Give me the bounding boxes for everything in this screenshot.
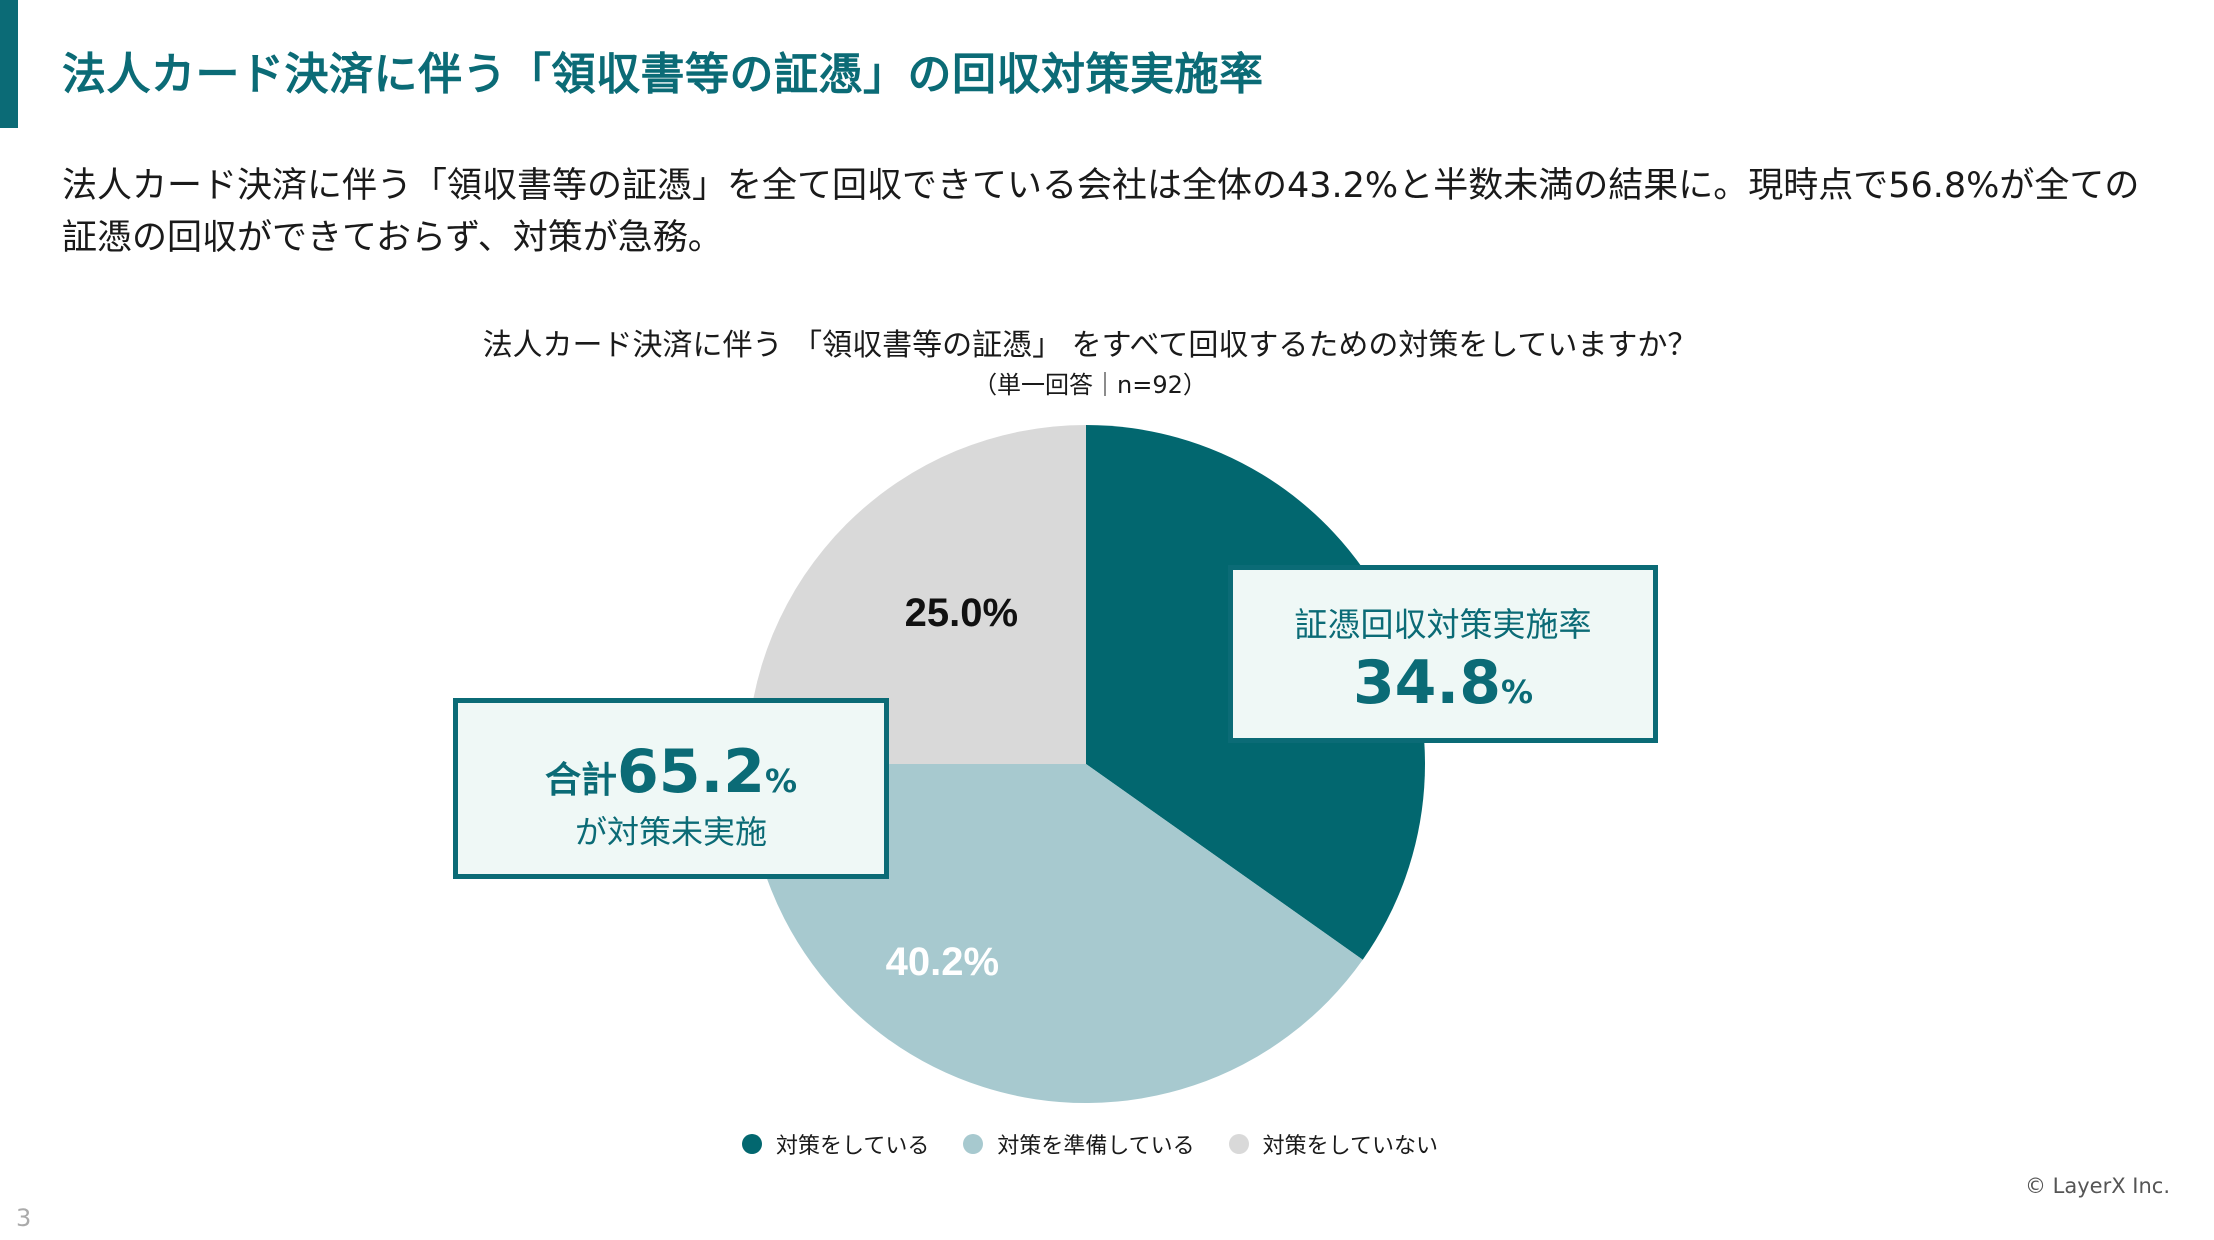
title-accent-bar — [0, 0, 18, 128]
page-number: 3 — [16, 1204, 32, 1232]
not-implemented-prefix: 合計 — [544, 760, 617, 801]
not-implemented-value-line: 合計65.2% — [458, 737, 884, 807]
legend-dot-icon — [963, 1134, 984, 1154]
pie-slice-2 — [747, 764, 1363, 1103]
not-implemented-suffix: が対策未実施 — [574, 813, 767, 851]
chart-subtitle: （単一回答｜n=92） — [973, 371, 1207, 399]
not-implemented-value: 65.2 — [616, 737, 765, 807]
not-implemented-unit: % — [765, 762, 798, 800]
pie-slice-3 — [747, 425, 1086, 764]
legend-label: 対策を準備している — [997, 1134, 1195, 1159]
implementation-rate-callout: 証憑回収対策実施率 34.8% — [1228, 565, 1658, 743]
implementation-rate-label: 証憑回収対策実施率 — [1294, 605, 1592, 644]
legend-dot-icon — [1228, 1134, 1249, 1154]
implementation-rate-value-line: 34.8% — [1233, 648, 1653, 718]
pie-slice-label-3: 25.0% — [905, 591, 1018, 635]
chart-legend: 対策をしている 対策を準備している 対策をしていない — [0, 1128, 2180, 1160]
implementation-rate-unit: % — [1500, 673, 1534, 711]
lead-text: 法人カード決済に伴う「領収書等の証憑」を全て回収できている会社は全体の43.2%… — [62, 166, 2140, 258]
legend-item-doing: 対策をしている — [741, 1128, 930, 1160]
chart-title: 法人カード決済に伴う 「領収書等の証憑」 をすべて回収するための対策をしています… — [482, 328, 1698, 363]
legend-dot-icon — [741, 1134, 762, 1154]
legend-item-preparing: 対策を準備している — [963, 1128, 1195, 1160]
implementation-rate-value: 34.8 — [1352, 648, 1501, 718]
legend-label: 対策をしていない — [1262, 1134, 1439, 1159]
legend-label: 対策をしている — [775, 1134, 930, 1159]
not-implemented-callout: 合計65.2% が対策未実施 — [453, 698, 889, 879]
copyright: © LayerX Inc. — [2024, 1174, 2170, 1198]
page-title: 法人カード決済に伴う「領収書等の証憑」の回収対策実施率 — [62, 49, 1264, 100]
pie-slice-label-2: 40.2% — [886, 940, 999, 984]
legend-item-not-doing: 対策をしていない — [1228, 1128, 1439, 1160]
